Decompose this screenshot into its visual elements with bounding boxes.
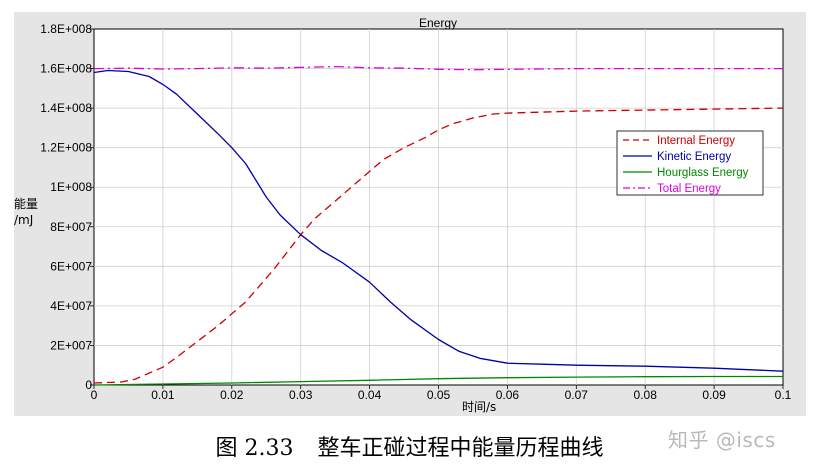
figure-number: 图 2.33 — [215, 436, 294, 461]
legend: Internal Energy Kinetic Energy Hourglass E… — [616, 130, 764, 196]
figure-caption: 图 2.33 整车正碰过程中能量历程曲线 — [0, 430, 819, 462]
x-tick-label: 0.01 — [151, 388, 175, 402]
y-axis-label-line1: 能量 — [14, 197, 38, 211]
legend-label-internal-energy: Internal Energy — [657, 135, 735, 147]
y-tick-label: 2E+007 — [50, 338, 92, 352]
x-tick-label: 0.03 — [289, 388, 313, 402]
x-axis-label: 时间/s — [462, 400, 496, 414]
kinetic-energy-line — [93, 69, 784, 372]
series-lines — [93, 65, 784, 386]
x-tick-label: 0.1 — [775, 388, 792, 402]
chart-title: Energy — [419, 16, 457, 30]
legend-box — [616, 130, 764, 196]
x-tick-label: 0.06 — [496, 388, 520, 402]
x-tick-label: 0.08 — [634, 388, 658, 402]
figure-caption-text: 整车正碰过程中能量历程曲线 — [317, 436, 604, 461]
y-tick-label: 8E+007 — [50, 220, 92, 234]
y-axis-label-line2: /mJ — [14, 213, 33, 227]
legend-label-kinetic-energy: Kinetic Energy — [657, 151, 731, 163]
x-tick-label: 0.02 — [220, 388, 244, 402]
x-tick-label: 0.09 — [702, 388, 726, 402]
y-tick-label: 1.2E+008 — [40, 141, 92, 155]
y-tick-label: 1.6E+008 — [40, 62, 92, 76]
y-tick-label: 6E+007 — [50, 259, 92, 273]
watermark: 知乎 @iscs — [668, 428, 776, 452]
y-tick-label: 1.8E+008 — [40, 22, 92, 36]
y-tick-label: 4E+007 — [50, 299, 92, 313]
legend-label-hourglass-energy: Hourglass Energy — [657, 167, 749, 179]
x-tick-label: 0.05 — [427, 388, 451, 402]
legend-label-total-energy: Total Energy — [657, 183, 721, 195]
x-tick-label: 0 — [91, 388, 98, 402]
hourglass-energy-line — [93, 375, 783, 386]
axis-ticks: 0 2E+007 4E+007 6E+007 8E+007 1E+008 1.2E+008 1… — [40, 22, 791, 402]
y-tick-label: 1.4E+008 — [40, 101, 92, 115]
x-tick-label: 0.07 — [565, 388, 589, 402]
grid — [94, 29, 783, 385]
y-tick-label: 1E+008 — [50, 180, 92, 194]
y-tick-label: 0 — [85, 378, 92, 392]
x-tick-label: 0.04 — [358, 388, 382, 402]
internal-energy-line — [93, 107, 784, 384]
